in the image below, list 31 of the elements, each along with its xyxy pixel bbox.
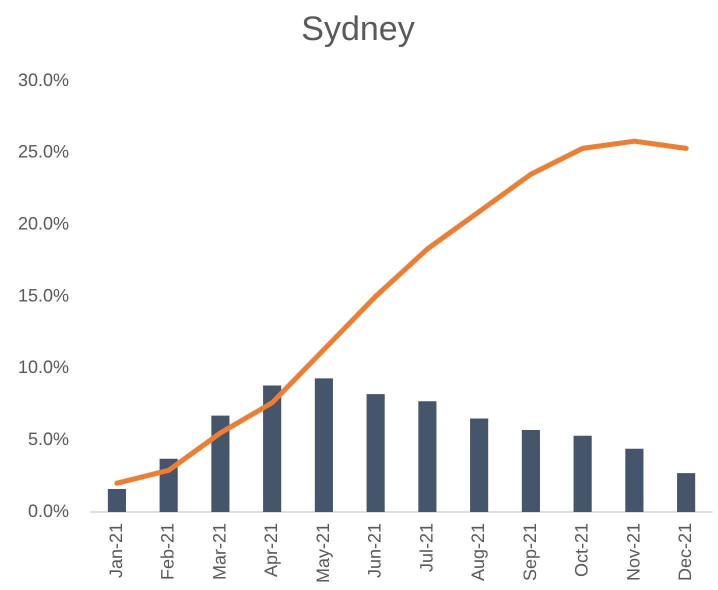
x-tick-label: Sep-21	[520, 522, 540, 582]
x-tick-label: Mar-21	[209, 522, 230, 580]
x-tick-label: Dec-21	[675, 522, 696, 582]
y-tick-label: 30.0%	[18, 70, 70, 90]
x-tick-label: Oct-21	[572, 522, 592, 578]
chart-title: Sydney	[301, 10, 415, 48]
bar	[263, 386, 282, 512]
x-tick-label: Aug-21	[468, 522, 488, 582]
y-tick-label: 5.0%	[28, 429, 70, 450]
bar	[314, 378, 333, 512]
bar	[522, 430, 540, 512]
x-tick-label: Apr-21	[261, 522, 282, 578]
bar	[211, 416, 230, 512]
x-tick-label: Nov-21	[623, 522, 644, 582]
y-tick-label: 15.0%	[18, 285, 70, 306]
bar	[418, 401, 436, 512]
y-tick-label: 0.0%	[28, 500, 70, 521]
y-tick-label: 10.0%	[18, 357, 70, 378]
bar	[625, 448, 644, 512]
x-tick-label: Jul-21	[416, 522, 436, 572]
x-tick-label: May-21	[312, 522, 333, 584]
bar	[470, 418, 488, 512]
bar	[366, 394, 385, 512]
x-tick-label: Jun-21	[364, 522, 385, 578]
bar	[108, 488, 126, 512]
y-tick-label: 20.0%	[18, 213, 70, 234]
x-tick-label: Feb-21	[158, 522, 178, 580]
bar	[677, 473, 696, 512]
bar	[574, 436, 592, 512]
x-tick-label: Jan-21	[106, 522, 126, 578]
y-tick-label: 25.0%	[18, 142, 70, 162]
